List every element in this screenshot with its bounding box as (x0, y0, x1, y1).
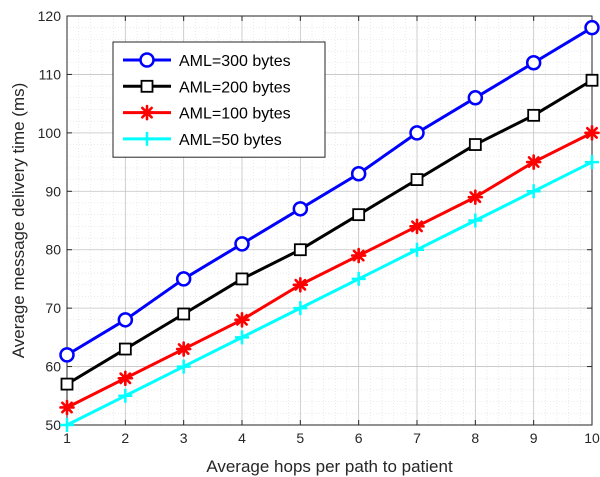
x-tick-label: 7 (413, 430, 421, 446)
data-point-square (585, 73, 599, 87)
y-tick-label: 110 (39, 66, 62, 82)
legend-item: AML=200 bytes (123, 79, 291, 96)
y-tick-label: 70 (45, 300, 61, 316)
data-point-circle (59, 347, 75, 363)
data-point-plus (526, 184, 541, 199)
series-line (66, 131, 593, 409)
data-point-square (410, 173, 424, 187)
y-tick-label: 80 (45, 242, 61, 258)
legend: AML=300 bytes AML=200 bytes AML=100 bytes A… (112, 41, 326, 158)
series-plus (60, 155, 599, 432)
data-point-square (468, 138, 482, 151)
data-point-plus (235, 330, 249, 345)
data-point-circle (467, 90, 484, 106)
x-tick-label: 1 (63, 430, 71, 446)
data-point-square (177, 307, 191, 321)
x-axis-ticks: 1 2 3 4 5 6 7 8 9 10 (63, 16, 600, 446)
legend-item: AML=300 bytes (123, 52, 291, 70)
series-line (66, 160, 593, 427)
data-point-plus (410, 242, 424, 257)
x-tick-label: 9 (530, 430, 538, 446)
data-point-asterisk (467, 189, 484, 205)
data-point-asterisk (584, 125, 600, 141)
data-point-square (352, 208, 366, 222)
series-circle (59, 19, 600, 363)
data-point-circle (117, 312, 134, 328)
data-point-square (235, 272, 249, 286)
y-axis-title: Average message delivery time (ms) (9, 83, 28, 359)
series-asterisk (59, 125, 600, 416)
legend-label: AML=100 bytes (179, 106, 291, 123)
data-point-plus (140, 131, 154, 146)
y-tick-label: 120 (38, 8, 62, 24)
legend-item: AML=50 bytes (123, 132, 282, 149)
series-layer (59, 19, 600, 432)
data-point-plus (60, 418, 74, 432)
x-tick-label: 10 (584, 430, 600, 446)
x-tick-label: 6 (355, 430, 363, 446)
data-point-asterisk (117, 370, 134, 387)
data-point-plus (585, 155, 599, 170)
data-point-square (60, 377, 74, 391)
data-point-asterisk (409, 218, 425, 235)
data-point-plus (176, 359, 191, 374)
data-point-plus (118, 388, 133, 403)
series-square (60, 73, 599, 391)
data-point-asterisk (234, 312, 250, 328)
y-tick-label: 90 (45, 183, 61, 199)
data-point-plus (468, 213, 483, 228)
data-point-circle (525, 54, 542, 71)
y-axis-ticks: 50 60 70 80 90 100 110 120 (38, 8, 592, 433)
data-point-asterisk (139, 104, 155, 121)
legend-label: AML=50 bytes (179, 132, 282, 149)
data-point-square (293, 243, 307, 257)
y-tick-label: 60 (45, 359, 61, 375)
data-point-asterisk (350, 247, 367, 264)
y-tick-label: 100 (38, 125, 62, 141)
x-tick-label: 3 (180, 430, 188, 446)
data-point-plus (293, 301, 308, 316)
data-point-circle (409, 125, 425, 141)
series-line (66, 26, 593, 357)
data-point-square (527, 108, 541, 122)
data-point-asterisk (175, 341, 192, 357)
x-tick-label: 2 (121, 430, 129, 446)
x-tick-label: 5 (296, 430, 304, 446)
data-point-asterisk (525, 154, 542, 170)
legend-label: AML=300 bytes (179, 53, 291, 70)
legend-item: AML=100 bytes (123, 104, 291, 123)
data-point-asterisk (59, 399, 75, 416)
legend-label: AML=200 bytes (179, 79, 291, 96)
x-tick-label: 8 (471, 430, 479, 446)
data-point-circle (350, 166, 367, 182)
data-point-asterisk (292, 276, 309, 293)
plot-frame (66, 15, 593, 426)
data-point-circle (175, 271, 192, 287)
x-axis-title: Average hops per path to patient (206, 457, 453, 476)
y-tick-label: 50 (45, 417, 61, 433)
data-point-square (118, 342, 132, 356)
data-point-circle (292, 201, 309, 217)
data-point-circle (584, 19, 600, 36)
data-point-circle (234, 236, 250, 252)
x-tick-label: 4 (238, 430, 246, 446)
data-point-square (140, 79, 154, 93)
series-line (66, 78, 593, 386)
data-point-plus (351, 271, 366, 286)
data-point-circle (139, 52, 155, 68)
